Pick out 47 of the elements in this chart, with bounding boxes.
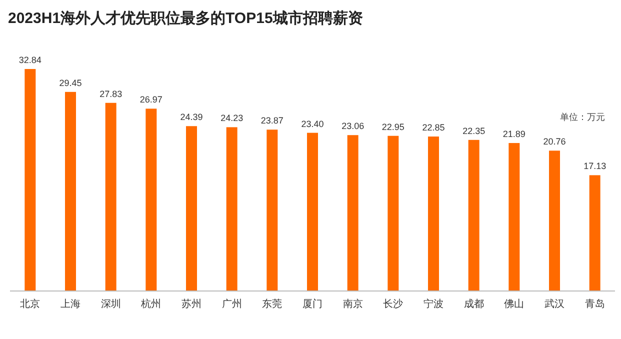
data-label: 23.87 (260, 116, 284, 126)
data-label: 22.85 (422, 122, 445, 133)
bar (65, 92, 76, 291)
x-tick-label: 武汉 (544, 298, 564, 310)
data-label: 17.13 (584, 161, 606, 172)
x-tick-label: 成都 (464, 298, 484, 310)
bar (146, 108, 157, 291)
x-tick-label: 东莞 (262, 298, 282, 310)
chart-title: 2023H1海外人才优先职位最多的TOP15城市招聘薪资 (8, 9, 363, 27)
x-tick-label: 南京 (342, 298, 363, 310)
annotation: 单位：万元 (560, 112, 605, 122)
data-label: 22.35 (462, 126, 486, 136)
bar (226, 127, 238, 291)
x-tick-label: 上海 (60, 298, 80, 310)
bar (186, 126, 197, 291)
bar (549, 150, 560, 291)
bar (468, 140, 480, 291)
x-tick-label: 苏州 (182, 298, 202, 310)
bar (24, 69, 36, 291)
data-label: 27.83 (100, 88, 122, 99)
data-label: 23.40 (301, 118, 324, 129)
bar (428, 136, 439, 291)
data-label: 24.23 (220, 113, 244, 124)
x-tick-label: 深圳 (100, 298, 121, 310)
x-tick-label: 杭州 (140, 298, 162, 310)
data-label: 24.39 (180, 112, 203, 122)
data-label: 29.45 (59, 78, 82, 88)
bar (388, 136, 399, 291)
bar (347, 135, 358, 291)
bar (266, 130, 278, 291)
data-label: 21.89 (502, 129, 526, 140)
data-label: 26.97 (140, 94, 162, 105)
x-tick-label: 厦门 (302, 298, 322, 310)
x-tick-label: 青岛 (584, 298, 605, 310)
bar (105, 102, 116, 291)
x-tick-label: 宁波 (424, 298, 444, 310)
bar (307, 132, 318, 291)
data-label: 22.95 (382, 122, 404, 132)
data-label: 20.76 (543, 136, 566, 147)
x-tick-label: 佛山 (504, 298, 524, 310)
x-tick-label: 长沙 (383, 298, 404, 310)
bar (589, 175, 600, 291)
data-label: 32.84 (18, 55, 42, 65)
data-label: 23.06 (342, 121, 364, 132)
x-tick-label: 广州 (222, 298, 242, 310)
x-tick-label: 北京 (20, 298, 40, 310)
bar (508, 143, 520, 291)
